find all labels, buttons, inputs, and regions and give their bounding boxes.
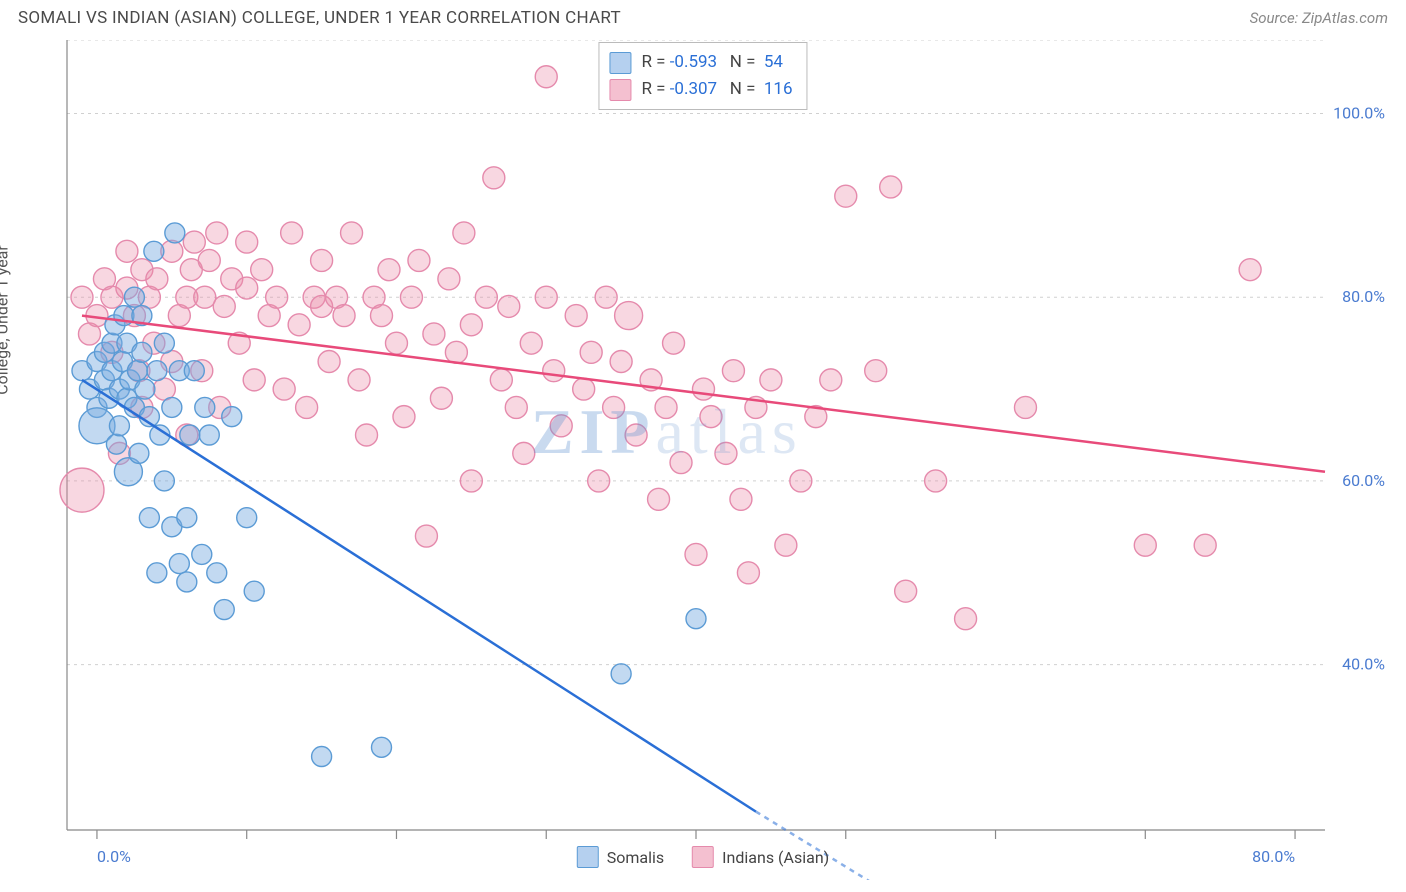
svg-text:100.0%: 100.0% bbox=[1333, 103, 1385, 122]
legend-label: Somalis bbox=[607, 848, 664, 867]
chart-container: College, Under 1 year 0.0%80.0%40.0%60.0… bbox=[12, 40, 1394, 880]
legend-swatch-pink bbox=[692, 846, 714, 868]
correlation-legend: R = -0.593 N = 54R = -0.307 N = 116 bbox=[598, 42, 807, 110]
svg-text:0.0%: 0.0% bbox=[97, 847, 131, 866]
legend-top-row: R = -0.593 N = 54 bbox=[609, 49, 792, 76]
svg-text:60.0%: 60.0% bbox=[1342, 471, 1385, 490]
legend-stat-text: R = -0.307 N = 116 bbox=[641, 76, 792, 103]
legend-label: Indians (Asian) bbox=[722, 848, 829, 867]
legend-swatch-blue bbox=[609, 52, 631, 74]
scatter-chart: 0.0% 80.0% 40.0% 60.0% 80.0% 100.0% bbox=[12, 40, 1392, 880]
chart-title: SOMALI VS INDIAN (ASIAN) COLLEGE, UNDER … bbox=[18, 8, 621, 28]
legend-item-indians: Indians (Asian) bbox=[692, 846, 829, 868]
svg-text:80.0%: 80.0% bbox=[1342, 287, 1385, 306]
y-axis-label: College, Under 1 year bbox=[0, 245, 12, 395]
legend-top-row: R = -0.307 N = 116 bbox=[609, 76, 792, 103]
series-legend: Somalis Indians (Asian) bbox=[577, 846, 829, 868]
svg-text:40.0%: 40.0% bbox=[1342, 655, 1385, 674]
legend-swatch-blue bbox=[577, 846, 599, 868]
svg-text:80.0%: 80.0% bbox=[1252, 847, 1295, 866]
legend-stat-text: R = -0.593 N = 54 bbox=[641, 49, 783, 76]
legend-swatch-pink bbox=[609, 79, 631, 101]
legend-item-somalis: Somalis bbox=[577, 846, 664, 868]
chart-source: Source: ZipAtlas.com bbox=[1250, 9, 1388, 27]
